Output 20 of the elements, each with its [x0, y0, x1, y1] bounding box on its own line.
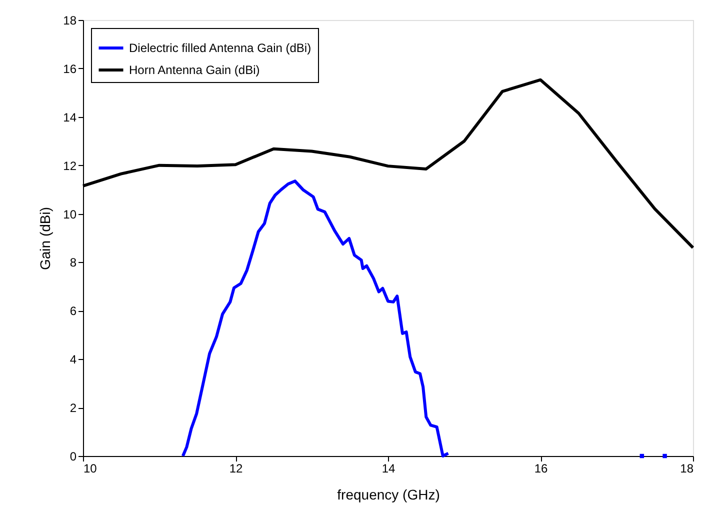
- x-tick-label: 10: [84, 462, 98, 476]
- y-tick-label: 12: [63, 158, 77, 173]
- y-tick-label: 16: [63, 62, 77, 76]
- y-tick-label: 10: [63, 207, 77, 222]
- x-tick-label: 14: [382, 462, 396, 476]
- y-tick-label: 0: [70, 450, 77, 464]
- y-axis-title: Gain (dBi): [37, 206, 54, 270]
- x-axis-title: frequency (GHz): [337, 486, 440, 502]
- line-series: [181, 180, 450, 458]
- legend-label: Dielectric filled Antenna Gain (dBi): [129, 41, 312, 55]
- x-tick-label: 18: [680, 462, 694, 476]
- y-tick-label: 4: [70, 352, 77, 367]
- x-tick-label: 16: [534, 462, 548, 476]
- y-tick-label: 2: [70, 401, 77, 416]
- legend-label: Horn Antenna Gain (dBi): [129, 63, 260, 77]
- x-tick-label: 12: [229, 462, 243, 476]
- y-tick-label: 14: [63, 110, 77, 124]
- y-tick-label: 8: [70, 256, 77, 270]
- y-tick-label: 6: [70, 304, 77, 318]
- y-tick-label: 18: [63, 14, 77, 28]
